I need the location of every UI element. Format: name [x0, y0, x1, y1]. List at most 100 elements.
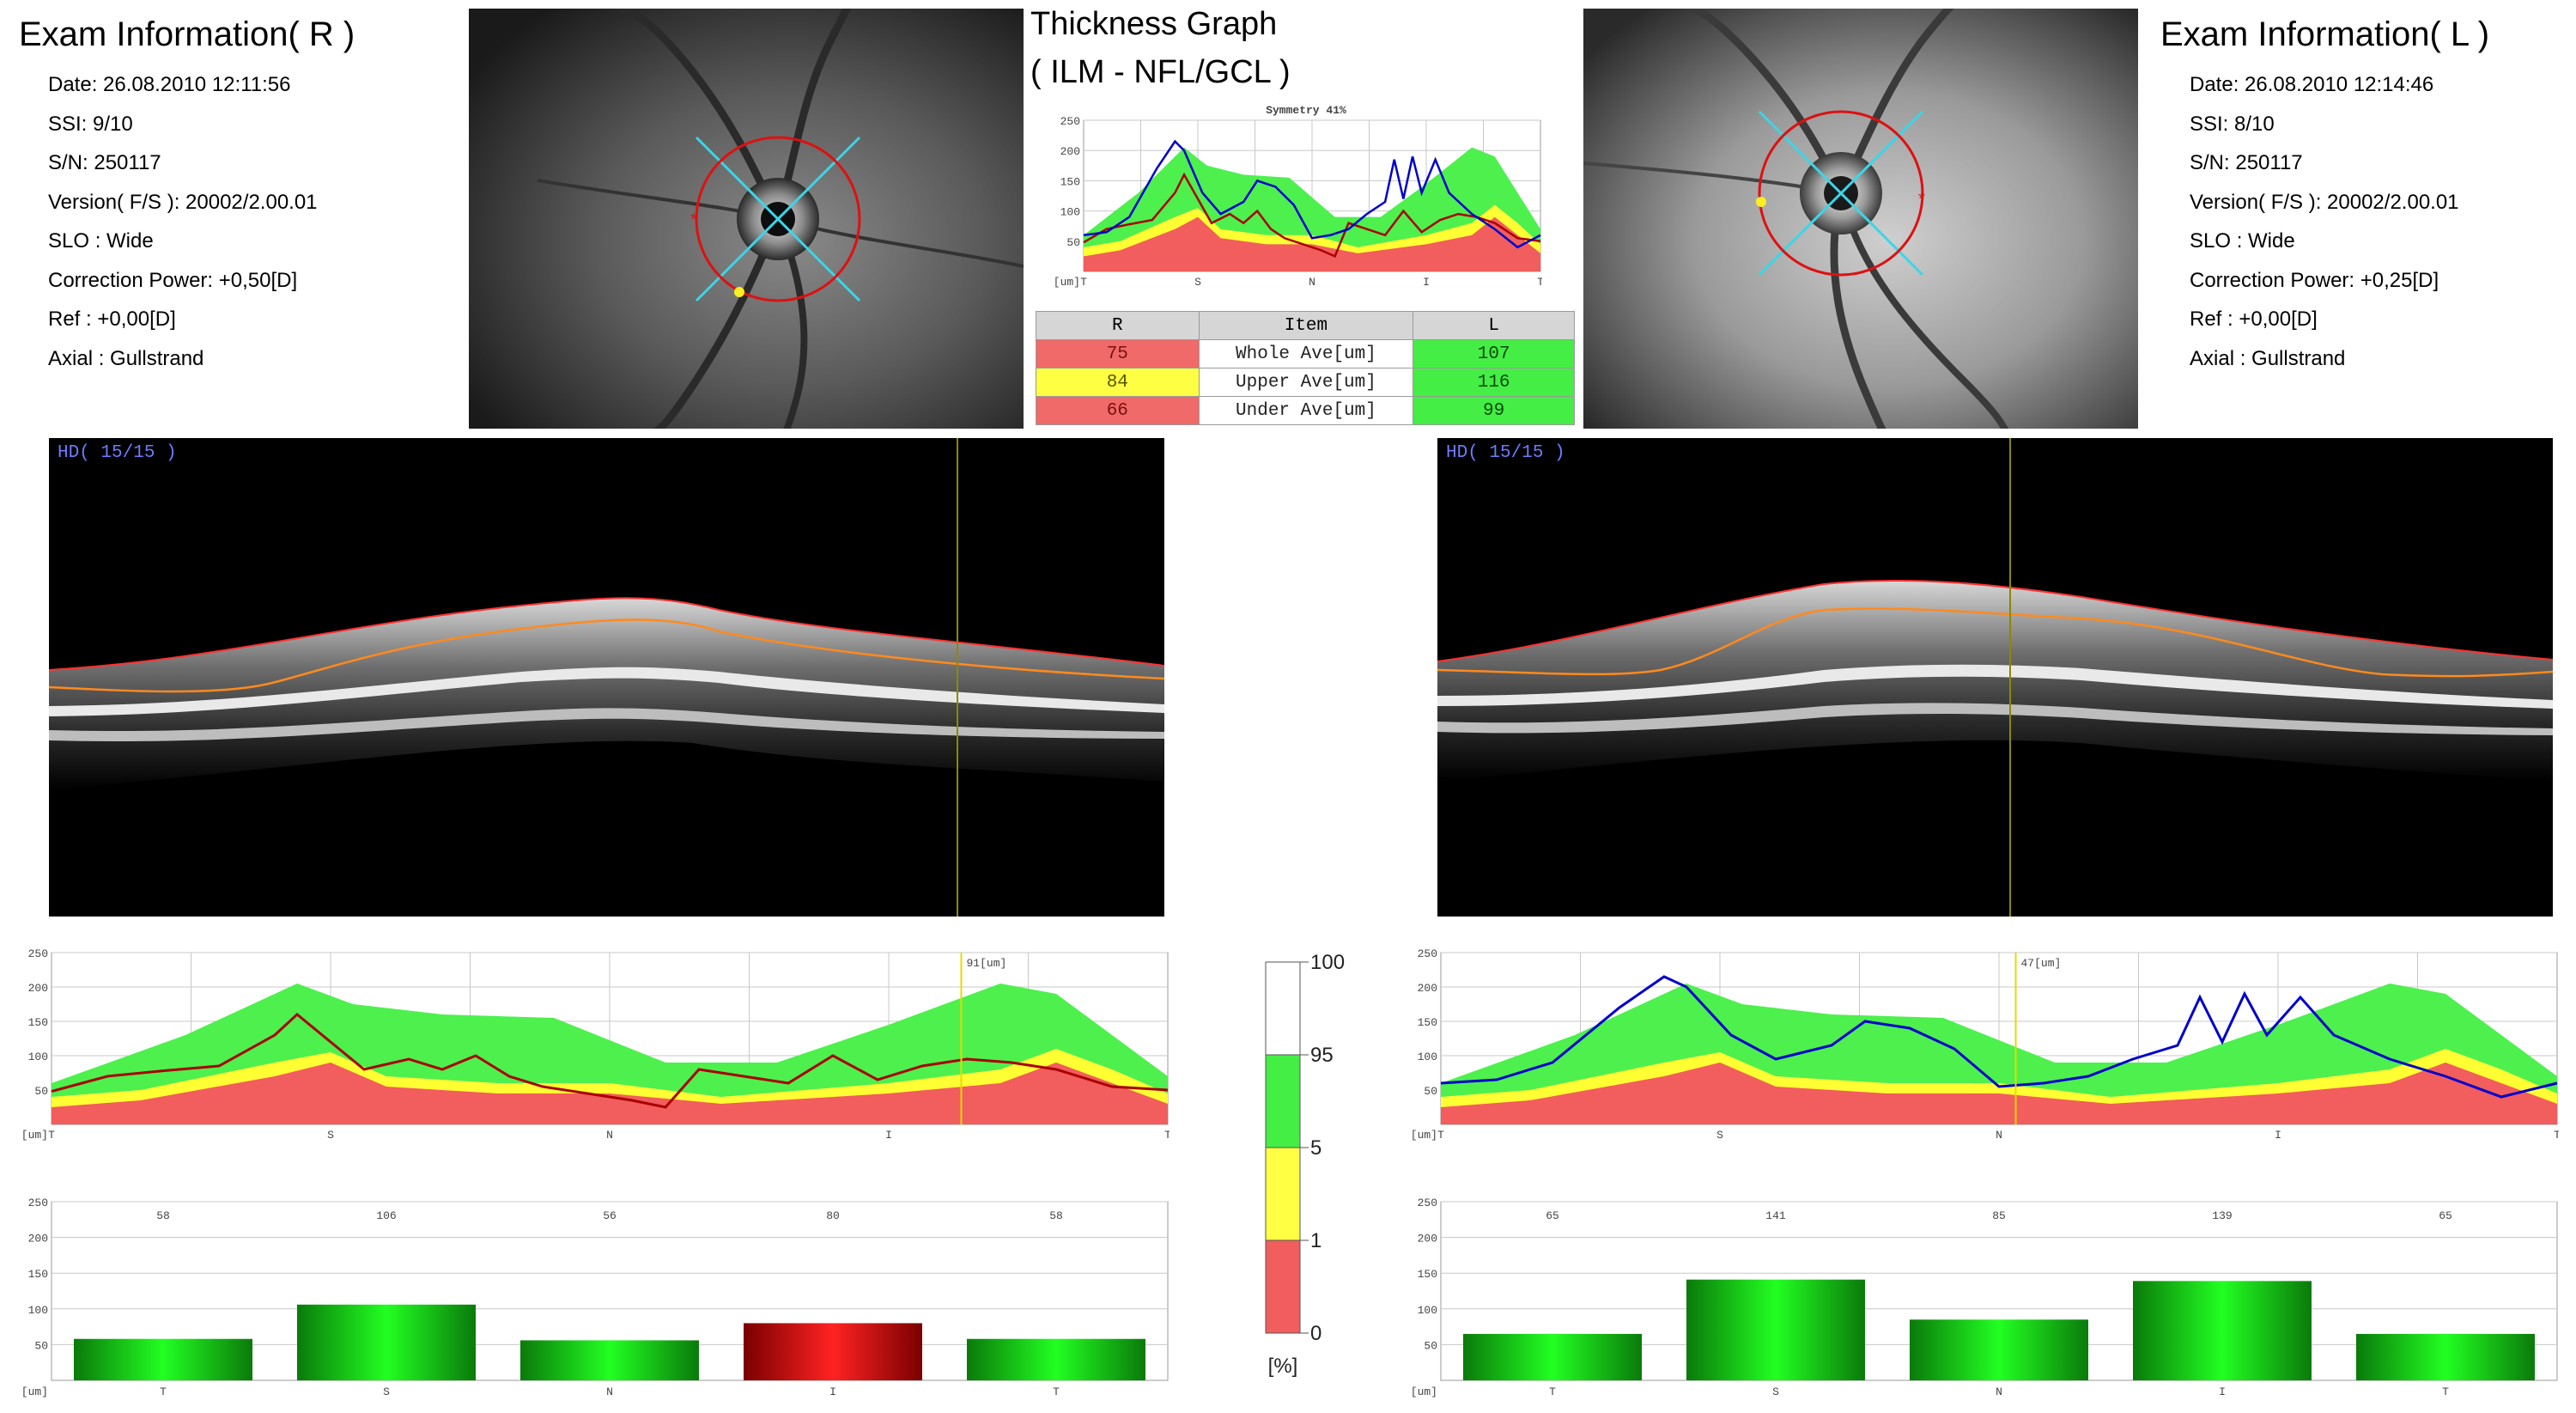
bar-value-label: 65 [1546, 1209, 1559, 1222]
x-tick-label: T [1437, 1129, 1444, 1142]
x-tick-label: T [1549, 1386, 1556, 1398]
summary-r-value: 84 [1036, 368, 1200, 397]
legend-segment [1265, 961, 1301, 1056]
fundus-image-right[interactable]: * [469, 9, 1024, 429]
exam-info-left-fields: Date: 26.08.2010 12:14:46 SSI: 8/10 S/N: 2… [2190, 65, 2564, 378]
x-tick-label: T [1080, 276, 1087, 289]
x-tick-label: N [606, 1386, 613, 1398]
normal-band-red [52, 1063, 1168, 1124]
exam-info-right-field: SSI: 9/10 [48, 112, 133, 136]
y-tick-label: 50 [1424, 1339, 1437, 1352]
sector-bar [2133, 1281, 2312, 1380]
exam-info-right-field: Ref : +0,00[D] [48, 308, 176, 331]
x-tick-label: S [327, 1129, 334, 1142]
exam-info-left-field: Axial : Gullstrand [2190, 346, 2346, 370]
x-tick-label: T [1164, 1129, 1170, 1142]
x-tick-label: S [1194, 276, 1201, 289]
sector-bar [1910, 1319, 2088, 1380]
bar-value-label: 56 [603, 1209, 617, 1222]
svg-text:*: * [690, 210, 697, 229]
x-tick-label: I [2275, 1129, 2281, 1142]
legend-label: 0 [1310, 1322, 1321, 1345]
profile-chart-right: 250 200 150 100 50 [um] T S N I T 91[um] [14, 947, 1171, 1150]
y-tick-label: 200 [1418, 982, 1437, 995]
bar-value-label: 139 [2212, 1209, 2232, 1222]
bar-value-label: 65 [2439, 1209, 2452, 1222]
table-row: 75 Whole Ave[um] 107 [1036, 339, 1575, 368]
svg-text:*: * [1918, 190, 1925, 209]
exam-info-right-field: SLO : Wide [48, 229, 154, 253]
y-tick-label: 250 [1418, 949, 1437, 960]
y-tick-label: 100 [1418, 1051, 1437, 1063]
unit-label: [um] [1411, 1386, 1437, 1398]
y-tick-label: 50 [1424, 1085, 1437, 1098]
exam-info-left-field: Version( F/S ): 20002/2.00.01 [2190, 190, 2459, 214]
oct-scan-left[interactable]: HD( 15/15 ) [1437, 438, 2553, 917]
y-tick-label: 50 [1066, 236, 1080, 249]
y-tick-label: 200 [28, 982, 48, 995]
exam-info-right-field: Date: 26.08.2010 12:11:56 [48, 73, 291, 96]
legend-label: 100 [1310, 953, 1345, 974]
exam-info-right: Exam Information( R ) Date: 26.08.2010 1… [19, 15, 448, 378]
unit-label: [um] [1411, 1129, 1437, 1142]
exam-info-left-field: SLO : Wide [2190, 229, 2295, 253]
oct-scan-right-label: HD( 15/15 ) [58, 443, 177, 463]
fundus-image-left[interactable]: * [1583, 9, 2138, 429]
cursor-value: 91[um] [967, 957, 1007, 970]
exam-info-right-field: Axial : Gullstrand [48, 346, 204, 370]
y-tick-label: 150 [28, 1268, 48, 1281]
oct-scan-right[interactable]: HD( 15/15 ) [49, 438, 1164, 917]
summary-r-value: 66 [1036, 396, 1200, 425]
summary-header-l: L [1413, 311, 1575, 340]
measured-line [1083, 172, 1541, 259]
x-tick-label: T [2442, 1386, 2449, 1398]
sector-bar [1686, 1279, 1865, 1380]
legend-segment [1265, 1054, 1301, 1148]
y-tick-label: 150 [28, 1016, 48, 1029]
exam-info-right-field: Correction Power: +0,50[D] [48, 268, 298, 292]
measured-line [51, 1013, 1169, 1109]
x-tick-label: T [2554, 1129, 2559, 1142]
normal-band-red [1441, 1063, 2557, 1124]
exam-info-right-fields: Date: 26.08.2010 12:11:56 SSI: 9/10 S/N: 2… [48, 65, 448, 378]
bar-value-label: 58 [1049, 1209, 1063, 1222]
summary-l-value: 99 [1413, 396, 1575, 425]
x-tick-label: S [1716, 1129, 1723, 1142]
y-tick-label: 150 [1060, 175, 1080, 188]
bar-value-label: 80 [826, 1209, 840, 1222]
unit-label: [um] [21, 1386, 48, 1398]
x-tick-label: I [885, 1129, 892, 1142]
unit-label: [um] [1054, 276, 1080, 289]
x-tick-label: N [1996, 1129, 2002, 1142]
legend-segment [1265, 1147, 1301, 1241]
measured-line [1083, 139, 1541, 249]
x-tick-label: N [606, 1129, 613, 1142]
x-tick-label: I [1423, 276, 1430, 289]
y-tick-label: 200 [1060, 145, 1080, 158]
summary-r-value: 75 [1036, 339, 1200, 368]
summary-l-value: 116 [1413, 368, 1575, 397]
x-tick-label: T [48, 1129, 55, 1142]
exam-info-left-field: SSI: 8/10 [2190, 112, 2275, 136]
symmetry-label: Symmetry 41% [1266, 104, 1346, 117]
exam-info-left-field: Correction Power: +0,25[D] [2190, 268, 2439, 292]
summary-item-label: Upper Ave[um] [1198, 368, 1414, 397]
thickness-graph-title-line1: Thickness Graph [1030, 6, 1278, 42]
sector-bar [2356, 1333, 2535, 1380]
sector-bar [297, 1304, 476, 1380]
y-tick-label: 200 [1418, 1233, 1437, 1246]
legend-label: 1 [1310, 1229, 1321, 1252]
y-tick-label: 250 [1060, 115, 1080, 128]
x-tick-label: T [160, 1386, 167, 1398]
sector-bar [967, 1338, 1145, 1380]
x-tick-label: S [383, 1386, 390, 1398]
exam-info-left-field: Ref : +0,00[D] [2190, 308, 2318, 331]
summary-header-item: Item [1198, 311, 1414, 340]
thickness-graph-chart: Symmetry 41% 250 200 150 100 50 [um] T S N I T [1036, 101, 1542, 292]
summary-table: R Item L 75 Whole Ave[um] 107 84 Upper A… [1036, 311, 1575, 425]
legend-label: 5 [1310, 1136, 1321, 1160]
y-tick-label: 250 [28, 1198, 48, 1209]
summary-table-header: R Item L [1036, 311, 1575, 340]
sector-bar [74, 1338, 252, 1380]
